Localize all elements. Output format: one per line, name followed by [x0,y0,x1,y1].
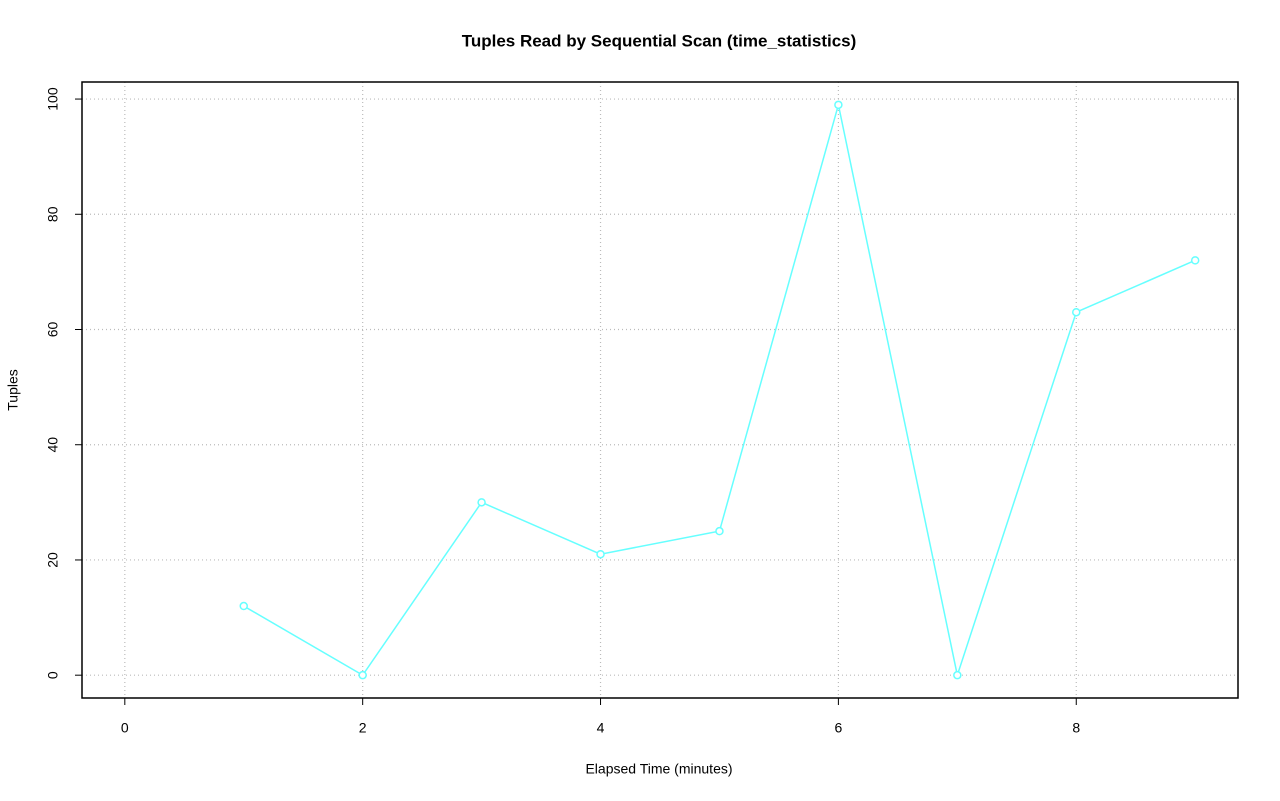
y-tick-label: 100 [45,87,61,111]
x-tick-label: 0 [121,720,129,736]
data-point [477,498,486,507]
data-point [596,549,605,559]
y-tick-label: 40 [45,437,61,453]
y-tick-label: 80 [45,206,61,222]
data-point [358,670,367,680]
data-point [953,670,962,680]
y-tick-label: 60 [45,322,61,338]
y-axis-label: Tuples [5,369,21,411]
x-tick-label: 8 [1072,720,1080,736]
data-point [239,601,248,611]
chart-title: Tuples Read by Sequential Scan (time_sta… [462,31,857,50]
x-tick-label: 6 [834,720,842,736]
y-tick-label: 0 [45,671,61,679]
data-point [1072,307,1081,317]
data-point [715,526,724,536]
x-tick-label: 4 [597,720,605,736]
x-tick-label: 2 [359,720,367,736]
plot-frame [81,81,1239,699]
y-tick-label: 20 [45,552,61,568]
data-point [1190,256,1200,265]
data-point [834,100,843,110]
x-axis-label: Elapsed Time (minutes) [585,761,732,777]
